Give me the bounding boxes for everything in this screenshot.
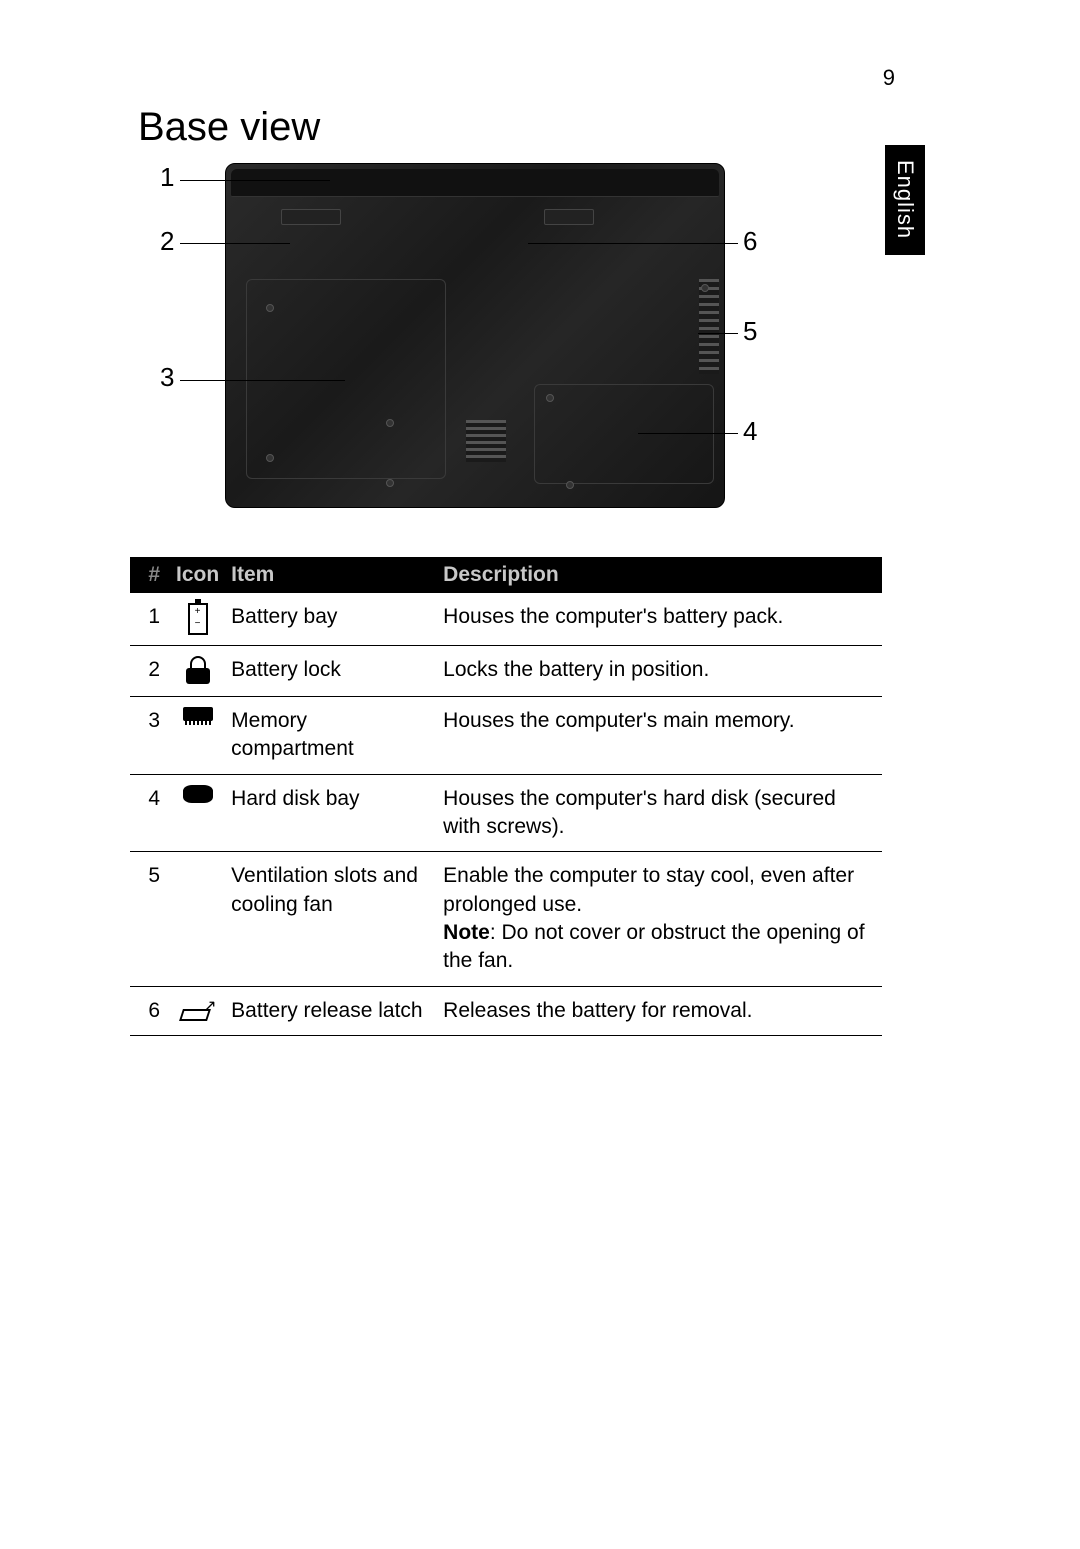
row-item: Battery lock — [225, 646, 437, 697]
lock-icon — [170, 646, 225, 697]
callout-2: 2 — [160, 226, 174, 257]
base-view-diagram: 1 2 3 4 5 6 — [155, 158, 755, 518]
page-number: 9 — [883, 65, 895, 91]
row-description: Locks the battery in position. — [437, 646, 882, 697]
callout-5: 5 — [743, 316, 757, 347]
row-description: Releases the battery for removal. — [437, 986, 882, 1035]
table-row: 4 Hard disk bay Houses the computer's ha… — [130, 774, 882, 852]
table-row: 1 Battery bay Houses the computer's batt… — [130, 593, 882, 646]
row-number: 5 — [130, 852, 170, 986]
row-description: Houses the computer's hard disk (secured… — [437, 774, 882, 852]
memory-icon — [170, 697, 225, 775]
header-number: # — [130, 557, 170, 593]
laptop-base-illustration — [225, 163, 725, 508]
row-number: 6 — [130, 986, 170, 1035]
row-number: 3 — [130, 697, 170, 775]
battery-icon — [170, 593, 225, 646]
callout-6: 6 — [743, 226, 757, 257]
row-item: Battery bay — [225, 593, 437, 646]
row-description: Enable the computer to stay cool, even a… — [437, 852, 882, 986]
callout-3: 3 — [160, 362, 174, 393]
parts-table: # Icon Item Description 1 Battery bay Ho… — [130, 557, 882, 1036]
language-tab: English — [885, 145, 925, 255]
row-item: Memory compartment — [225, 697, 437, 775]
table-row: 3 Memory compartment Houses the computer… — [130, 697, 882, 775]
hdd-icon — [170, 774, 225, 852]
header-item: Item — [225, 557, 437, 593]
table-row: 5 Ventilation slots and cooling fan Enab… — [130, 852, 882, 986]
no-icon — [170, 852, 225, 986]
row-item: Battery release latch — [225, 986, 437, 1035]
row-number: 2 — [130, 646, 170, 697]
language-label: English — [892, 160, 918, 239]
row-item: Ventilation slots and cooling fan — [225, 852, 437, 986]
row-description: Houses the computer's battery pack. — [437, 593, 882, 646]
table-row: 6 ↗ Battery release latch Releases the b… — [130, 986, 882, 1035]
header-description: Description — [437, 557, 882, 593]
row-item: Hard disk bay — [225, 774, 437, 852]
row-description: Houses the computer's main memory. — [437, 697, 882, 775]
latch-icon: ↗ — [170, 986, 225, 1035]
table-header-row: # Icon Item Description — [130, 557, 882, 593]
table-row: 2 Battery lock Locks the battery in posi… — [130, 646, 882, 697]
header-icon: Icon — [170, 557, 225, 593]
callout-1: 1 — [160, 162, 174, 193]
callout-4: 4 — [743, 416, 757, 447]
row-number: 1 — [130, 593, 170, 646]
row-number: 4 — [130, 774, 170, 852]
section-heading: Base view — [138, 105, 320, 150]
